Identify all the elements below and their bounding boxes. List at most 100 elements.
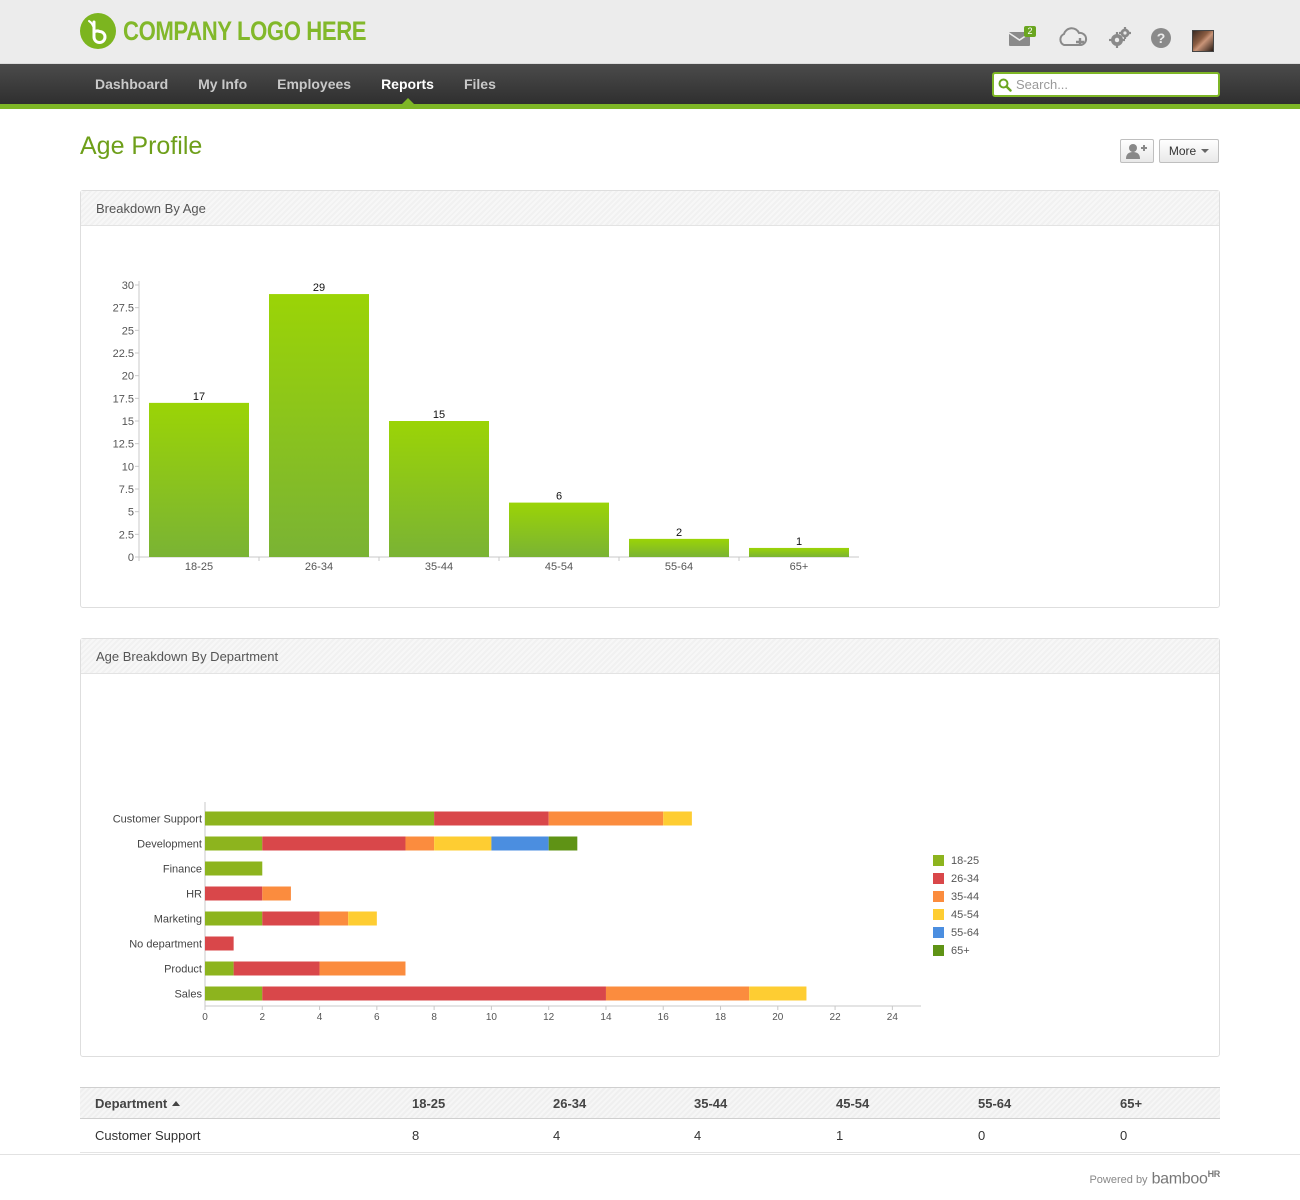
x-tick-label: 65+ bbox=[790, 561, 809, 573]
logo-icon bbox=[80, 13, 116, 49]
bar-65+[interactable] bbox=[749, 547, 849, 557]
cell-26-34: 4 bbox=[553, 1128, 561, 1143]
bar-segment[interactable] bbox=[205, 811, 435, 826]
bar-segment[interactable] bbox=[491, 836, 549, 851]
bar-segment[interactable] bbox=[434, 811, 549, 826]
company-logo[interactable]: COMPANY LOGO HERE bbox=[80, 13, 420, 49]
column-header-18-25[interactable]: 18-25 bbox=[412, 1096, 446, 1111]
search-box bbox=[992, 72, 1220, 97]
bar-segment[interactable] bbox=[548, 836, 578, 851]
column-header-department[interactable]: Department bbox=[95, 1088, 181, 1120]
svg-text:?: ? bbox=[1157, 30, 1166, 46]
bar-segment[interactable] bbox=[262, 986, 606, 1001]
bar-18-25[interactable] bbox=[149, 402, 249, 557]
powered-by[interactable]: Powered by bambooHR bbox=[1089, 1169, 1220, 1188]
x-tick-label: 16 bbox=[658, 1012, 670, 1023]
column-header-35-44[interactable]: 35-44 bbox=[694, 1096, 728, 1111]
bar-segment[interactable] bbox=[205, 961, 234, 976]
bar-26-34[interactable] bbox=[269, 294, 369, 557]
top-header: COMPANY LOGO HERE 2 ? bbox=[0, 0, 1300, 64]
column-header-26-34[interactable]: 26-34 bbox=[553, 1096, 587, 1111]
legend-swatch bbox=[933, 927, 944, 938]
x-tick-label: 8 bbox=[431, 1012, 437, 1023]
bar-segment[interactable] bbox=[262, 836, 406, 851]
bar-segment[interactable] bbox=[319, 961, 406, 976]
legend-label: 18-25 bbox=[951, 855, 979, 867]
x-tick-label: 18-25 bbox=[185, 561, 213, 573]
y-tick-label: 22.5 bbox=[113, 348, 134, 360]
table-row[interactable]: Customer Support 8 4 4 1 0 0 bbox=[80, 1119, 1220, 1153]
category-label: Finance bbox=[163, 864, 202, 876]
data-label: 2 bbox=[676, 527, 682, 539]
dept-breakdown-title: Age Breakdown By Department bbox=[81, 639, 1219, 674]
bar-35-44[interactable] bbox=[389, 421, 489, 557]
bar-segment[interactable] bbox=[205, 886, 263, 901]
nav-employees[interactable]: Employees bbox=[277, 76, 352, 92]
more-label: More bbox=[1168, 144, 1197, 158]
search-input[interactable] bbox=[1016, 77, 1206, 92]
category-label: Marketing bbox=[154, 914, 202, 926]
bar-segment[interactable] bbox=[205, 836, 263, 851]
bar-segment[interactable] bbox=[548, 811, 664, 826]
bar-segment[interactable] bbox=[319, 911, 349, 926]
bar-45-54[interactable] bbox=[509, 502, 609, 557]
y-tick-label: 27.5 bbox=[113, 303, 134, 315]
cloud-upload-icon[interactable] bbox=[1056, 27, 1088, 54]
footer: Powered by bambooHR bbox=[0, 1154, 1300, 1200]
dept-breakdown-panel: Age Breakdown By Department 0 2 4 6 8 10 12 14 1… bbox=[80, 638, 1220, 1057]
y-tick-label: 10 bbox=[122, 461, 134, 473]
age-table: Department 18-25 26-34 35-44 45-54 55-64… bbox=[80, 1087, 1220, 1153]
legend-swatch bbox=[933, 891, 944, 902]
x-tick-label: 20 bbox=[772, 1012, 784, 1023]
x-tick-label: 55-64 bbox=[665, 561, 693, 573]
age-breakdown-panel: Breakdown By Age 0 2.5 5 7.5 10 12.5 15 17.5 20 2… bbox=[80, 190, 1220, 608]
bar-segment[interactable] bbox=[663, 811, 692, 826]
bar-segment[interactable] bbox=[205, 861, 263, 876]
add-follower-button[interactable] bbox=[1120, 139, 1154, 163]
column-header-45-54[interactable]: 45-54 bbox=[836, 1096, 870, 1111]
bar-segment[interactable] bbox=[434, 836, 492, 851]
nav-reports[interactable]: Reports bbox=[366, 64, 449, 104]
bar-segment[interactable] bbox=[262, 886, 291, 901]
cell-35-44: 4 bbox=[694, 1128, 702, 1143]
more-button[interactable]: More bbox=[1159, 139, 1219, 163]
x-tick-label: 10 bbox=[486, 1012, 498, 1023]
nav-my-info[interactable]: My Info bbox=[198, 76, 248, 92]
bar-segment[interactable] bbox=[205, 936, 234, 951]
cell-45-54: 1 bbox=[836, 1128, 844, 1143]
x-tick-label: 2 bbox=[259, 1012, 265, 1023]
x-tick-label: 26-34 bbox=[305, 561, 333, 573]
y-tick-label: 17.5 bbox=[113, 393, 134, 405]
bar-segment[interactable] bbox=[233, 961, 320, 976]
legend-swatch bbox=[933, 945, 944, 956]
bar-55-64[interactable] bbox=[629, 538, 729, 557]
nav-files[interactable]: Files bbox=[463, 76, 496, 92]
legend-label: 26-34 bbox=[951, 873, 979, 885]
y-tick-label: 0 bbox=[128, 552, 134, 564]
x-tick-label: 14 bbox=[600, 1012, 612, 1023]
bar-segment[interactable] bbox=[205, 986, 263, 1001]
bar-segment[interactable] bbox=[205, 911, 263, 926]
bar-segment[interactable] bbox=[262, 911, 320, 926]
help-icon[interactable]: ? bbox=[1150, 27, 1172, 54]
bar-segment[interactable] bbox=[749, 986, 807, 1001]
y-tick-label: 20 bbox=[122, 371, 134, 383]
bar-segment[interactable] bbox=[348, 911, 377, 926]
user-avatar[interactable] bbox=[1192, 29, 1214, 52]
bar-segment[interactable] bbox=[605, 986, 750, 1001]
column-header-55-64[interactable]: 55-64 bbox=[978, 1096, 1012, 1111]
logo-text: COMPANY LOGO HERE bbox=[123, 15, 367, 46]
bar-segment[interactable] bbox=[405, 836, 435, 851]
add-user-icon bbox=[1126, 144, 1147, 159]
category-label: Customer Support bbox=[113, 814, 202, 826]
bamboohr-logo: bambooHR bbox=[1151, 1169, 1221, 1188]
gears-icon[interactable] bbox=[1108, 27, 1132, 54]
x-tick-label: 6 bbox=[374, 1012, 380, 1023]
main-nav: Dashboard My Info Employees Reports File… bbox=[0, 64, 1300, 109]
cell-55-64: 0 bbox=[978, 1128, 986, 1143]
category-label: No department bbox=[129, 939, 202, 951]
nav-dashboard[interactable]: Dashboard bbox=[95, 76, 169, 92]
data-label: 15 bbox=[433, 409, 445, 421]
column-header-65-plus[interactable]: 65+ bbox=[1120, 1096, 1143, 1111]
inbox-icon[interactable]: 2 bbox=[1008, 26, 1036, 52]
